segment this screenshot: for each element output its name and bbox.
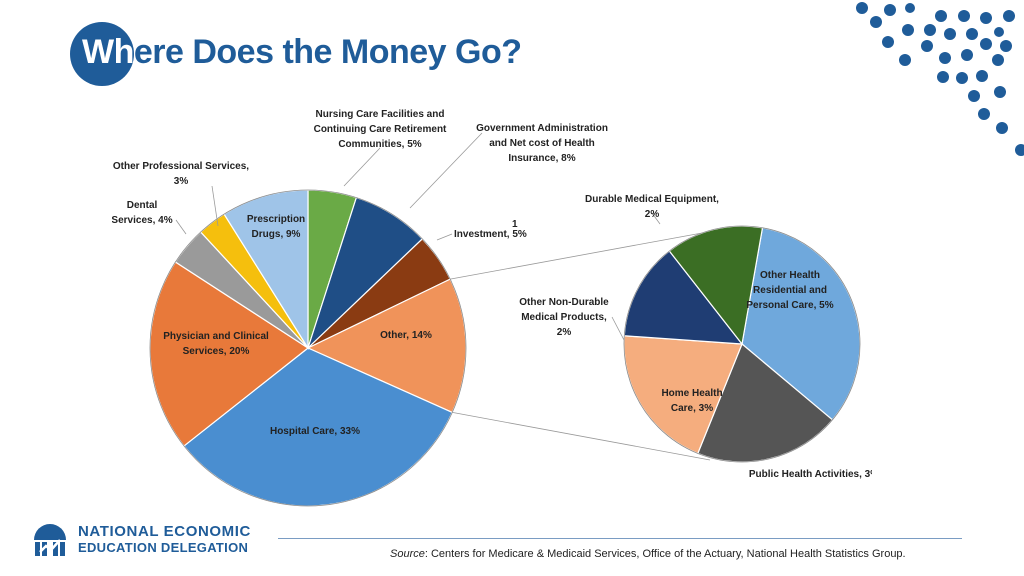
- main-slice-label-5: Hospital Care, 33%: [270, 426, 360, 437]
- investment-footnote-marker: 1: [512, 219, 518, 230]
- nee-logo-icon: [34, 524, 66, 556]
- main-slice-label-2: Government Administration and Net cost of…: [476, 123, 608, 164]
- pie-charts: Nursing Care Facilities and Continuing Ca…: [112, 109, 872, 507]
- main-slice-label-3: Investment, 5%: [454, 229, 527, 240]
- main-label-leader-8: [211, 185, 219, 227]
- main-label-leader-3: [436, 233, 453, 241]
- main-pie-outline: [149, 189, 467, 507]
- detail-pie-outline: [623, 225, 861, 463]
- chart-area: Nursing Care Facilities and Continuing Ca…: [112, 88, 872, 518]
- detail-slice-label-2: Public Health Activities, 3%: [749, 469, 872, 480]
- detail-slice-label-1: Other Health Residential and Personal Care…: [746, 270, 833, 311]
- detail-slice-label-5: Durable Medical Equipment, 2%: [585, 194, 719, 220]
- organization-logo: NATIONAL ECONOMIC EDUCATION DELEGATION: [32, 520, 272, 560]
- connector-line-bottom: [452, 412, 711, 461]
- main-slice-label-1: Nursing Care Facilities and Continuing Ca…: [314, 109, 447, 150]
- logo-text: NATIONAL ECONOMIC EDUCATION DELEGATION: [78, 523, 251, 555]
- main-label-leader-2: [409, 132, 483, 209]
- detail-label-leader-5: [651, 212, 661, 225]
- source-citation: Source: Centers for Medicare & Medicaid …: [390, 548, 906, 560]
- connector-line-top: [450, 232, 703, 280]
- logo-line-1: NATIONAL ECONOMIC: [78, 523, 251, 540]
- title-text: Where Does the Money Go?: [82, 33, 522, 72]
- main-slice-label-9: Prescription Drugs, 9%: [247, 214, 305, 240]
- main-label-leader-7: [175, 219, 187, 235]
- footer-divider: [278, 538, 962, 539]
- detail-slice-label-4: Other Non-Durable Medical Products, 2%: [519, 297, 609, 338]
- source-text: : Centers for Medicare & Medicaid Servic…: [424, 548, 906, 560]
- main-slice-label-4: Other, 14%: [380, 330, 432, 341]
- title-circle-accent: [70, 22, 134, 86]
- logo-line-2: EDUCATION DELEGATION: [78, 540, 249, 555]
- main-slice-label-7: Dental Services, 4%: [112, 200, 173, 226]
- main-label-leader-1: [343, 147, 381, 187]
- source-label: Source: [390, 548, 425, 560]
- decorative-dot-pattern: [856, 2, 1024, 156]
- title-rest: ere Does the Money Go?: [133, 33, 522, 71]
- title-prefix: Wh: [82, 33, 134, 71]
- detail-slice-label-3: Home Health Care, 3%: [661, 388, 722, 414]
- detail-label-leader-4: [611, 316, 625, 341]
- main-slice-label-6: Physician and Clinical Services, 20%: [163, 331, 269, 357]
- main-slice-label-8: Other Professional Services, 3%: [113, 161, 249, 187]
